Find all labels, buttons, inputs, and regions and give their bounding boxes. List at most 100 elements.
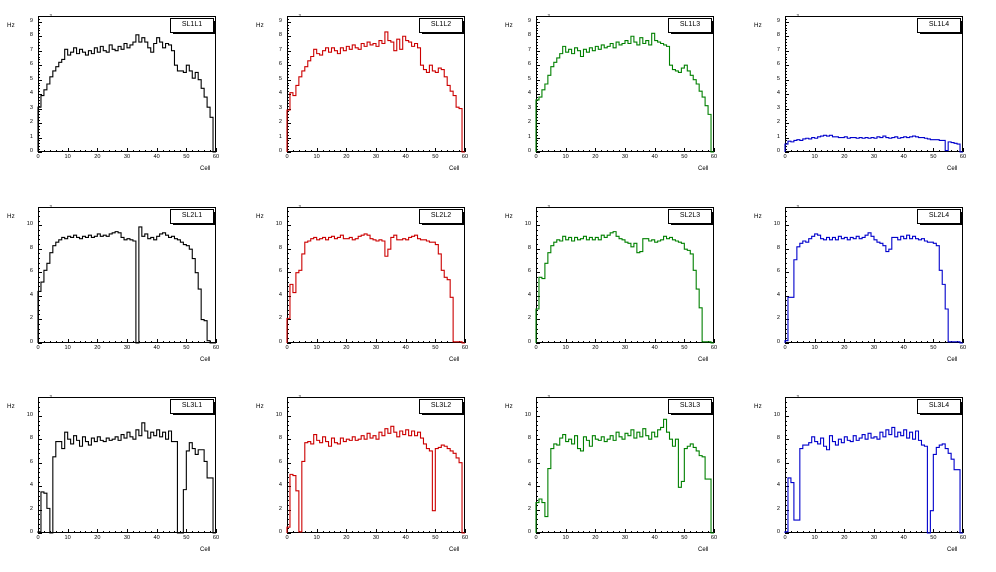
legend-sl2l4[interactable]: SL2L4	[917, 208, 961, 224]
y-minor-tick	[536, 143, 538, 145]
y-minor-tick	[785, 114, 787, 116]
x-minor-tick	[121, 340, 123, 343]
x-major-tick	[903, 529, 905, 534]
y-minor-tick	[38, 253, 40, 255]
x-minor-tick	[162, 340, 164, 343]
x-minor-tick	[61, 340, 63, 343]
y-major-tick	[536, 319, 540, 321]
axis-line	[38, 397, 39, 534]
x-major-tick	[654, 529, 656, 534]
x-minor-tick	[862, 340, 864, 343]
legend-sl1l2[interactable]: SL1L2	[419, 18, 463, 33]
x-minor-tick	[939, 340, 941, 343]
axis-line	[785, 206, 786, 343]
y-tick-label: 4	[527, 291, 531, 298]
y-minor-tick	[38, 476, 40, 478]
x-major-tick	[435, 148, 437, 152]
x-minor-tick	[204, 531, 206, 534]
x-tick-label: 30	[870, 154, 878, 160]
plot-pad-sl1l1[interactable]: Hz×10301234567890102030405060CellSL1L1	[0, 0, 249, 191]
y-major-tick	[287, 21, 291, 23]
legend-sl1l1[interactable]: SL1L1	[170, 18, 214, 33]
plot-pad-sl3l1[interactable]: Hz×10302468100102030405060CellSL3L1	[0, 381, 249, 572]
x-minor-tick	[666, 531, 668, 534]
x-tick-label: 60	[212, 344, 220, 351]
y-minor-tick	[38, 146, 40, 148]
plot-pad-sl1l3[interactable]: Hz×10301234567890102030405060CellSL1L3	[498, 0, 747, 191]
x-minor-tick	[109, 150, 111, 152]
x-major-tick	[405, 338, 407, 343]
legend-sl1l4[interactable]: SL1L4	[917, 18, 961, 33]
y-axis-title: Hz	[256, 212, 264, 220]
x-tick-label: 40	[402, 154, 409, 160]
y-minor-tick	[287, 253, 289, 255]
legend-sl2l1[interactable]: SL2L1	[170, 208, 214, 224]
y-minor-tick	[785, 430, 787, 431]
y-major-tick	[287, 533, 291, 535]
y-minor-tick	[38, 88, 40, 90]
x-major-tick	[316, 148, 318, 152]
legend-sl2l2[interactable]: SL2L2	[419, 208, 463, 224]
y-tick-label: 4	[278, 291, 282, 298]
y-minor-tick	[38, 128, 40, 130]
axis-line	[215, 206, 216, 343]
plot-pad-sl1l2[interactable]: Hz×10301234567890102030405060CellSL1L2	[249, 0, 498, 191]
plot-pad-sl3l4[interactable]: Hz×10302468100102030405060CellSL3L4	[747, 381, 996, 572]
x-minor-tick	[322, 531, 324, 534]
x-major-tick	[67, 148, 69, 152]
y-tick-label: 2	[776, 315, 780, 322]
y-minor-tick	[38, 448, 40, 450]
plot-pad-sl1l4[interactable]: Hz×10301234567890102030405060CellSL1L4	[747, 0, 996, 191]
y-minor-tick	[536, 44, 538, 46]
y-minor-tick	[536, 476, 538, 478]
histogram-line	[37, 422, 216, 534]
legend-sl1l3[interactable]: SL1L3	[668, 18, 712, 33]
x-minor-tick	[370, 150, 372, 152]
y-minor-tick	[536, 337, 538, 339]
y-minor-tick	[38, 140, 40, 142]
x-tick-label: 60	[710, 154, 718, 160]
y-major-tick	[536, 21, 540, 23]
y-minor-tick	[785, 234, 787, 236]
y-minor-tick	[785, 286, 787, 288]
x-minor-tick	[885, 531, 887, 534]
y-tick-label: 8	[278, 435, 282, 442]
legend-sl3l4[interactable]: SL3L4	[917, 399, 961, 415]
y-minor-tick	[785, 85, 787, 87]
plot-pad-sl2l4[interactable]: Hz×10302468100102030405060CellSL2L4	[747, 190, 996, 382]
y-tick-label: 0	[776, 338, 780, 345]
x-minor-tick	[459, 531, 461, 534]
x-minor-tick	[192, 340, 194, 343]
legend-sl3l1[interactable]: SL3L1	[170, 399, 214, 415]
y-minor-tick	[536, 500, 538, 502]
y-minor-tick	[536, 18, 538, 20]
y-minor-tick	[38, 134, 40, 136]
x-minor-tick	[328, 150, 330, 152]
x-minor-tick	[441, 150, 443, 152]
plot-pad-sl2l2[interactable]: Hz×10302468100102030405060CellSL2L2	[249, 190, 498, 382]
y-minor-tick	[785, 39, 787, 41]
x-minor-tick	[838, 531, 840, 534]
y-axis-title: Hz	[7, 403, 15, 411]
y-minor-tick	[38, 102, 40, 104]
axis-line	[536, 16, 714, 17]
plot-pad-sl3l3[interactable]: Hz×10302468100102030405060CellSL3L3	[498, 381, 747, 572]
y-minor-tick	[38, 309, 40, 311]
legend-sl3l3[interactable]: SL3L3	[668, 399, 712, 415]
y-minor-tick	[38, 44, 40, 46]
plot-pad-sl3l2[interactable]: Hz×10302468100102030405060CellSL3L2	[249, 381, 498, 572]
y-minor-tick	[287, 27, 289, 29]
plot-pad-sl2l3[interactable]: Hz×10302468100102030405060CellSL2L3	[498, 190, 747, 382]
x-tick-label: 20	[841, 154, 848, 160]
legend-sl2l3[interactable]: SL2L3	[668, 208, 712, 224]
plot-frame	[536, 16, 714, 152]
y-minor-tick	[536, 472, 538, 474]
plot-pad-sl2l1[interactable]: Hz×10302468100102030405060CellSL2L1	[0, 190, 249, 382]
y-minor-tick	[287, 140, 289, 142]
y-major-tick	[38, 486, 42, 488]
x-minor-tick	[310, 150, 312, 152]
axis-line	[464, 397, 465, 534]
x-major-tick	[814, 529, 816, 534]
legend-sl3l2[interactable]: SL3L2	[419, 399, 463, 415]
y-minor-tick	[536, 291, 538, 292]
